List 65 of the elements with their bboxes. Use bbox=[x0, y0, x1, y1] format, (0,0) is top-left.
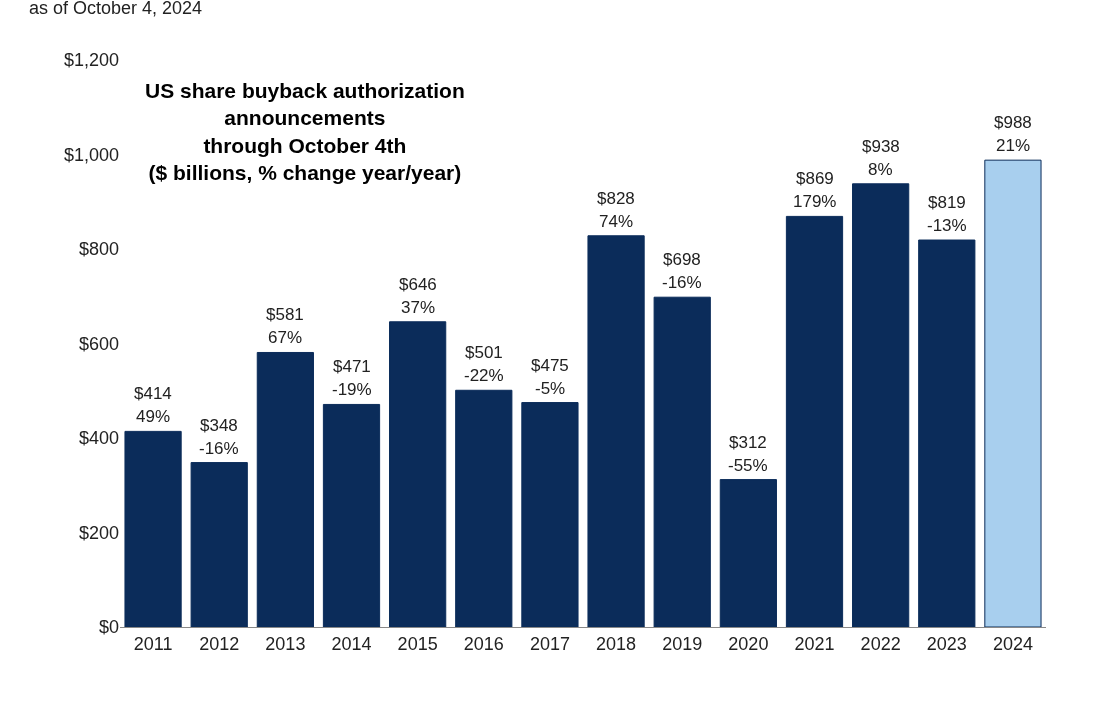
bar bbox=[918, 239, 976, 627]
x-tick-label: 2013 bbox=[265, 633, 306, 654]
data-label: $988 bbox=[994, 113, 1032, 132]
data-label: $475 bbox=[531, 356, 569, 375]
annotation: -16% bbox=[199, 439, 239, 458]
data-label: $581 bbox=[266, 305, 304, 324]
data-label: $471 bbox=[333, 357, 371, 376]
x-tick-label: 2020 bbox=[728, 633, 769, 654]
data-label: $414 bbox=[134, 384, 172, 403]
x-tick-label: 2011 bbox=[133, 633, 173, 654]
data-label: $869 bbox=[796, 169, 834, 188]
x-tick-label: 2014 bbox=[331, 633, 372, 654]
y-tick-label: $400 bbox=[78, 428, 119, 449]
annotation: 49% bbox=[136, 407, 171, 426]
x-tick-label: 2022 bbox=[860, 633, 901, 654]
data-label: $698 bbox=[663, 250, 701, 269]
x-tick-label: 2023 bbox=[926, 633, 967, 654]
annotation: -55% bbox=[728, 456, 768, 475]
annotation: 8% bbox=[868, 160, 893, 179]
bar bbox=[190, 462, 248, 627]
bar bbox=[852, 183, 910, 627]
data-label: $501 bbox=[465, 343, 503, 362]
bar bbox=[785, 215, 844, 627]
bar bbox=[587, 235, 645, 627]
y-tick-label: $1,200 bbox=[63, 50, 119, 71]
annotation: 21% bbox=[996, 136, 1031, 155]
x-tick-label: 2021 bbox=[794, 633, 835, 654]
x-tick-label: 2024 bbox=[992, 633, 1033, 654]
annotation: 67% bbox=[268, 328, 303, 347]
annotation: -16% bbox=[662, 273, 702, 292]
annotation: -5% bbox=[535, 379, 566, 398]
bar bbox=[719, 479, 777, 627]
bar bbox=[521, 402, 579, 627]
data-label: $348 bbox=[200, 416, 238, 435]
bar bbox=[653, 296, 711, 627]
bar bbox=[984, 159, 1042, 627]
y-tick-label: $800 bbox=[78, 239, 119, 260]
y-tick-label: $200 bbox=[78, 522, 119, 543]
chart-subtitle: as of October 4, 2024 bbox=[29, 0, 203, 18]
y-tick-label: $0 bbox=[98, 617, 119, 638]
bar bbox=[389, 321, 447, 627]
data-label: $646 bbox=[399, 275, 437, 294]
x-tick-label: 2019 bbox=[662, 633, 703, 654]
data-label: $312 bbox=[729, 433, 767, 452]
x-tick-label: 2016 bbox=[463, 633, 504, 654]
bar bbox=[124, 430, 182, 627]
annotation: 179% bbox=[793, 192, 837, 211]
x-tick-label: 2012 bbox=[199, 633, 240, 654]
data-label: $828 bbox=[597, 189, 635, 208]
bar bbox=[322, 403, 381, 627]
annotation: 74% bbox=[599, 212, 634, 231]
bar bbox=[256, 351, 314, 627]
x-tick-label: 2015 bbox=[397, 633, 438, 654]
x-tick-label: 2017 bbox=[529, 633, 570, 654]
x-tick-label: 2018 bbox=[596, 633, 637, 654]
y-tick-label: $1,000 bbox=[63, 144, 119, 165]
annotation: -19% bbox=[332, 380, 372, 399]
text: US share buyback authorization announcements through October 4th ($ billions, % change year/year) bbox=[145, 79, 465, 184]
annotation: -13% bbox=[927, 216, 967, 235]
annotation: -22% bbox=[464, 366, 504, 385]
bar bbox=[455, 389, 513, 627]
y-tick-label: $600 bbox=[78, 333, 119, 354]
data-label: $938 bbox=[862, 137, 900, 156]
annotation: 37% bbox=[401, 298, 436, 317]
data-label: $819 bbox=[928, 193, 966, 212]
